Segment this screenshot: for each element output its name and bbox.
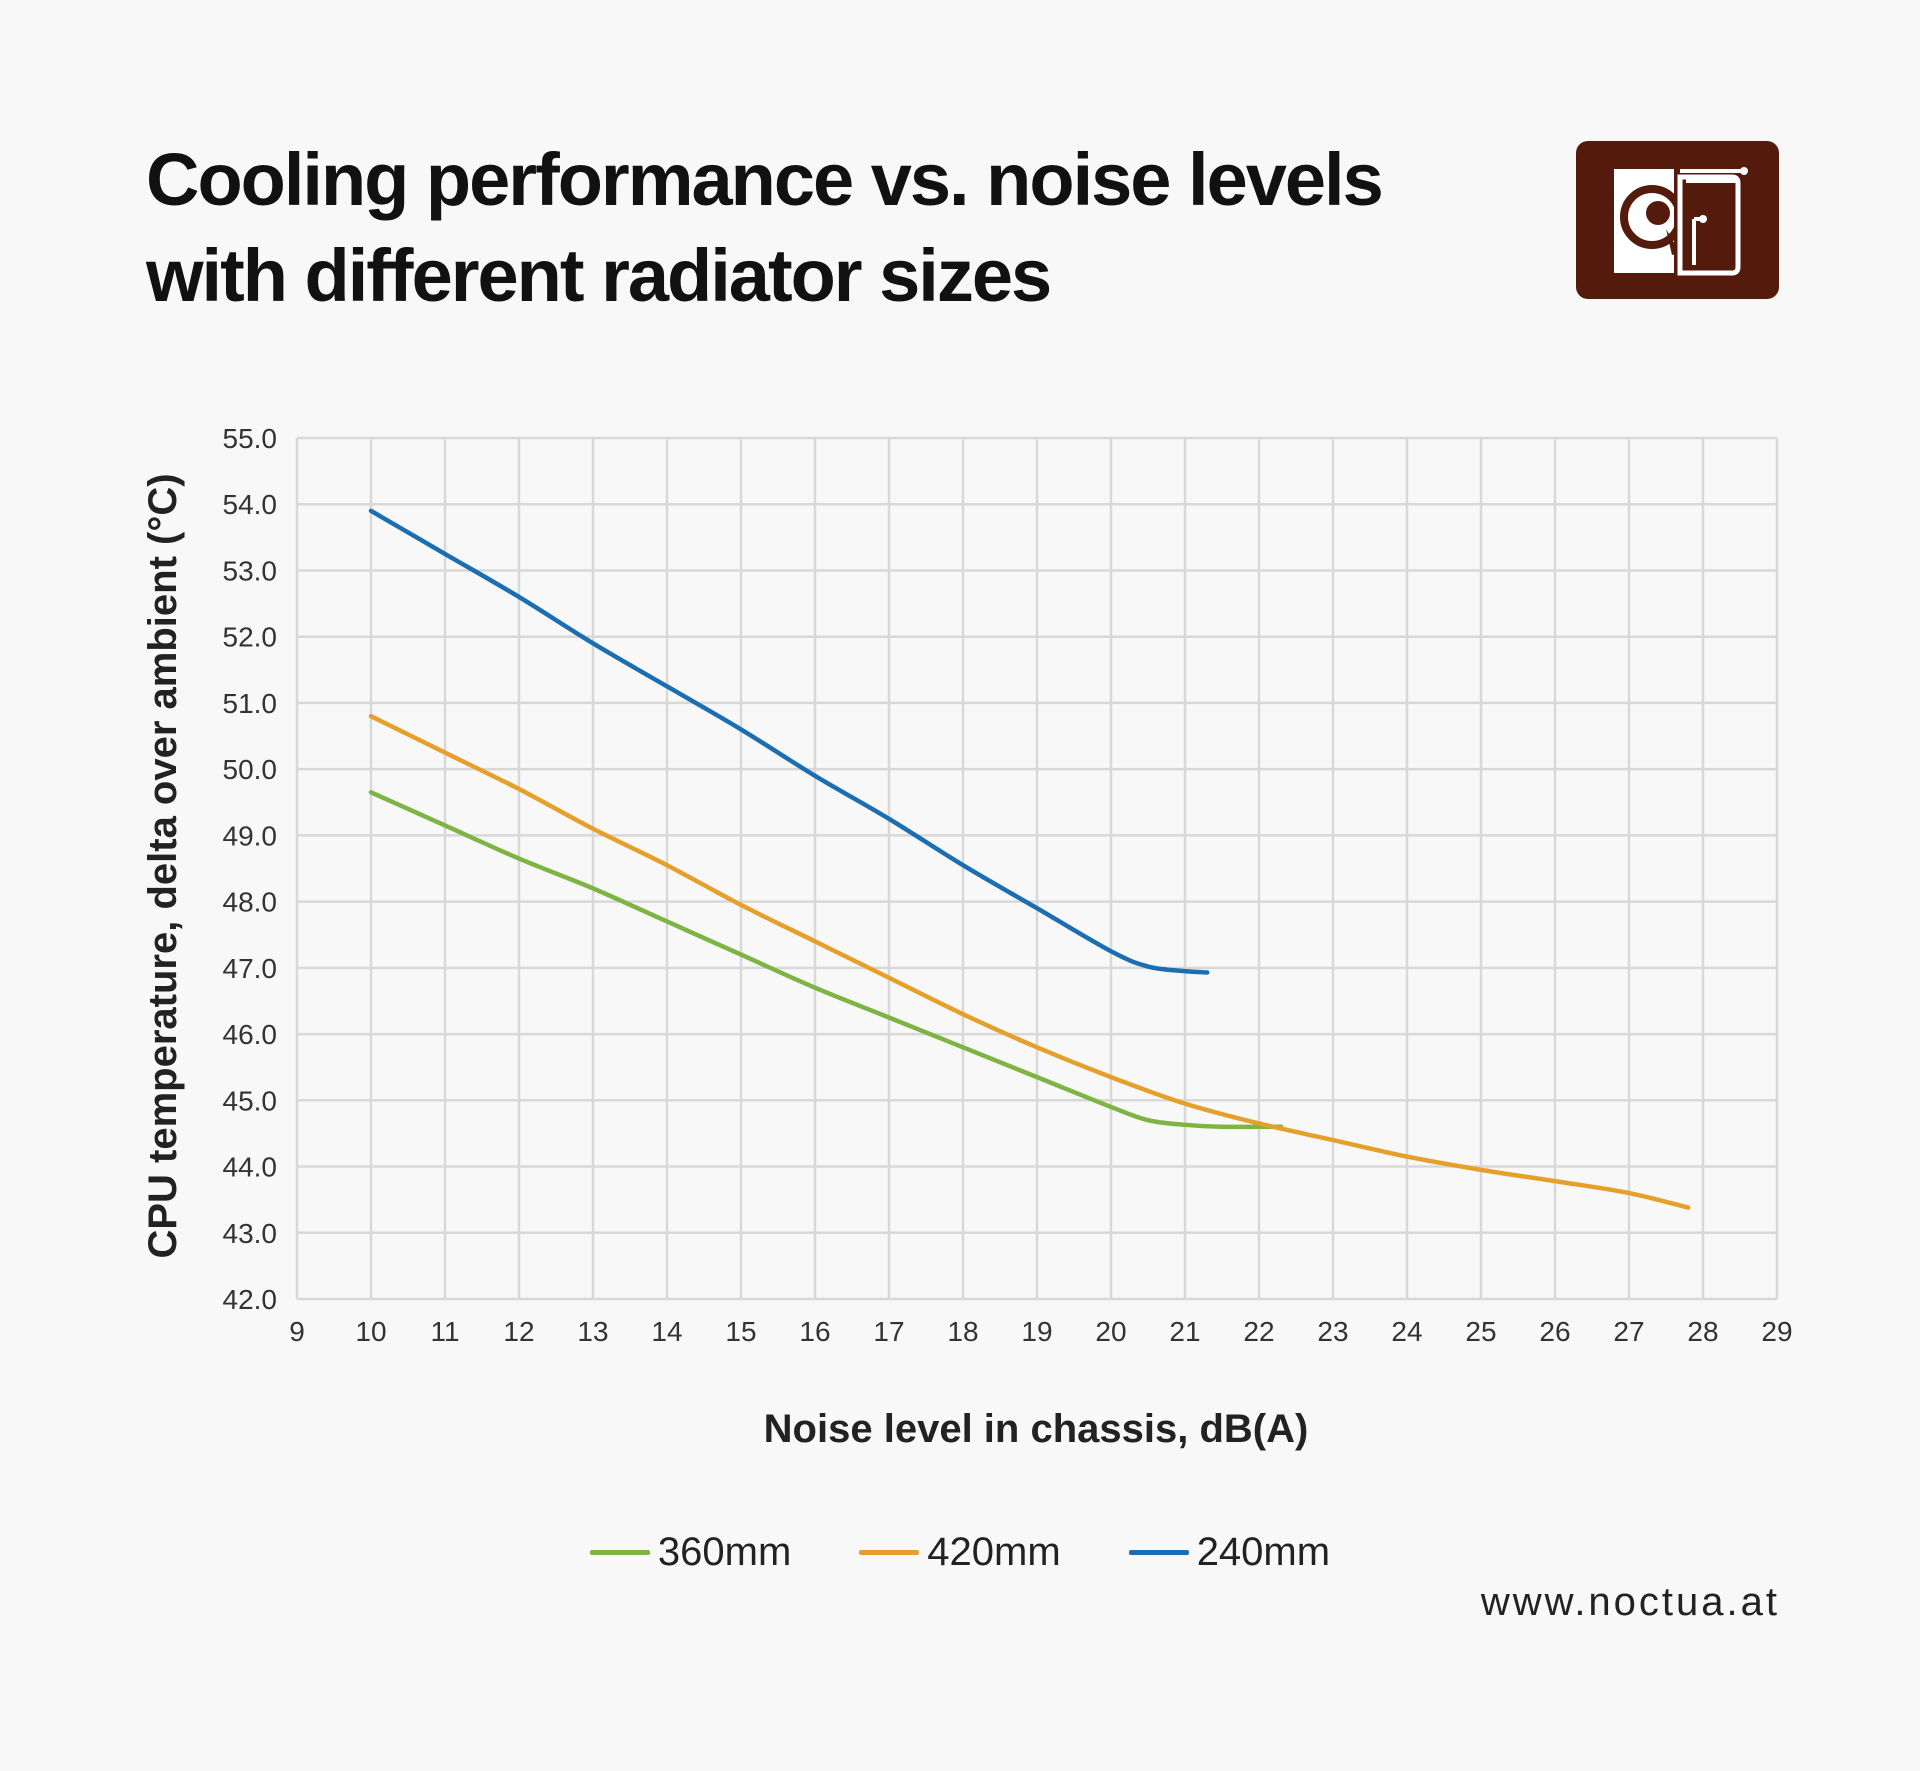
x-tick-label-14: 14 — [651, 1316, 682, 1347]
series-line-360mm — [368, 790, 1284, 1130]
chart-title-line-1: Cooling performance vs. noise levels — [146, 138, 1384, 221]
y-tick-label-49.0: 49.0 — [223, 820, 278, 851]
x-axis-ticks: 9 10 11 12 13 14 15 16 17 18 19 20 21 22 23 24 25 26 27 28 2… — [289, 1316, 1792, 1347]
y-tick-label-42.0: 42.0 — [223, 1284, 278, 1315]
x-tick-label-21: 21 — [1169, 1316, 1200, 1347]
legend-swatch-360mm — [589, 1550, 650, 1555]
x-tick-label-10: 10 — [355, 1316, 386, 1347]
y-tick-label-52.0: 52.0 — [223, 622, 278, 653]
legend-item-360mm: 360mm — [589, 1530, 792, 1575]
legend-label-360mm: 360mm — [657, 1530, 792, 1574]
x-tick-label-22: 22 — [1243, 1316, 1274, 1347]
x-tick-label-20: 20 — [1095, 1316, 1126, 1347]
y-axis-ticks: 55.0 54.0 53.0 52.0 51.0 50.0 49.0 48.0 47.0 46.0… — [223, 423, 278, 1315]
x-tick-label-12: 12 — [503, 1316, 534, 1347]
y-tick-label-47.0: 47.0 — [223, 953, 278, 984]
x-tick-label-17: 17 — [873, 1316, 904, 1347]
y-tick-label-55.0: 55.0 — [223, 423, 278, 454]
y-tick-label-48.0: 48.0 — [223, 887, 278, 918]
logo-tube-dot-1 — [1740, 167, 1748, 175]
x-tick-label-27: 27 — [1613, 1316, 1644, 1347]
x-tick-label-11: 11 — [430, 1316, 459, 1347]
series-line-420mm — [368, 713, 1691, 1210]
x-tick-label-19: 19 — [1021, 1316, 1052, 1347]
x-tick-label-9: 9 — [289, 1316, 305, 1347]
y-tick-label-51.0: 51.0 — [223, 688, 278, 719]
legend-item-420mm: 420mm — [859, 1530, 1061, 1575]
y-tick-label-43.0: 43.0 — [223, 1218, 278, 1249]
x-tick-label-26: 26 — [1539, 1316, 1570, 1347]
x-tick-label-28: 28 — [1687, 1316, 1718, 1347]
chart-title-line-2: with different radiator sizes — [146, 234, 1052, 317]
y-tick-label-45.0: 45.0 — [223, 1085, 278, 1116]
x-tick-label-15: 15 — [725, 1316, 756, 1347]
y-tick-label-46.0: 46.0 — [223, 1019, 278, 1050]
x-tick-label-18: 18 — [947, 1316, 978, 1347]
y-tick-label-50.0: 50.0 — [223, 754, 278, 785]
legend-item-240mm: 240mm — [1128, 1530, 1331, 1575]
y-axis-label: CPU temperature, delta over ambient (°C) — [141, 473, 185, 1258]
website-url: www.noctua.at — [1480, 1580, 1780, 1624]
x-tick-label-16: 16 — [799, 1316, 830, 1347]
legend-label-420mm: 420mm — [927, 1530, 1061, 1574]
chart-title: Cooling performance vs. noise levels wit… — [146, 132, 1384, 324]
x-tick-label-25: 25 — [1465, 1316, 1496, 1347]
noctua-owl-logo-icon — [1576, 141, 1779, 299]
legend-swatch-420mm — [859, 1550, 920, 1555]
logo-owl-eye — [1646, 201, 1670, 225]
x-axis-label: Noise level in chassis, dB(A) — [764, 1407, 1309, 1451]
chart-series — [368, 508, 1691, 1210]
chart-grid — [295, 436, 1779, 1301]
legend-label-240mm: 240mm — [1196, 1530, 1331, 1574]
x-tick-label-29: 29 — [1761, 1316, 1792, 1347]
x-tick-label-24: 24 — [1391, 1316, 1422, 1347]
series-line-240mm — [368, 508, 1210, 975]
y-tick-label-54.0: 54.0 — [223, 489, 278, 520]
logo-tube-dot-2 — [1699, 215, 1707, 223]
x-tick-label-23: 23 — [1317, 1316, 1348, 1347]
legend-swatch-240mm — [1128, 1550, 1189, 1555]
chart-legend: 360mm 420mm 240mm — [0, 1530, 1920, 1575]
logo-radiator-outline — [1677, 174, 1741, 276]
y-tick-label-53.0: 53.0 — [223, 555, 278, 586]
x-tick-label-13: 13 — [577, 1316, 608, 1347]
logo-owl-beak — [1666, 229, 1680, 255]
y-tick-label-44.0: 44.0 — [223, 1152, 278, 1183]
